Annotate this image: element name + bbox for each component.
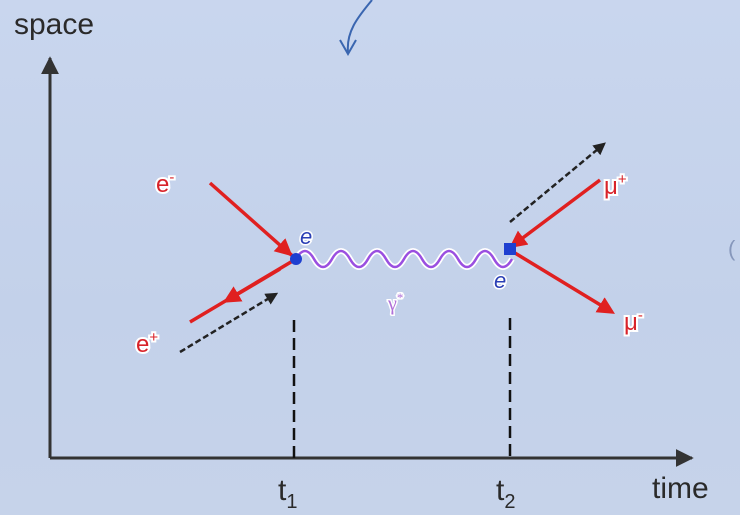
y-axis-label: space [14,8,94,41]
tick-t1: t1 [278,474,297,513]
annotation-arrow [346,0,373,53]
positron-arrow [222,267,281,303]
positron-momentum-arrow [179,292,279,354]
muon-plus-line [509,178,602,249]
electron-line [208,181,293,257]
photon-label: γ* [387,290,403,315]
x-axis-label: time [652,472,709,505]
photon-wavy-line-core [294,249,514,269]
electron-label: e- [156,169,174,198]
vertex1-label: e [300,224,312,249]
muon-plus-momentum-arrow [509,142,606,223]
muon-plus-label: μ+ [604,171,627,200]
cropped-glyph: ( [728,236,736,261]
muon-minus-label: μ- [624,307,643,336]
positron-label: e+ [136,329,158,358]
annotation-arrow-head [339,39,357,57]
tick-t2: t2 [496,474,515,513]
muon-minus-line [509,248,615,314]
vertex2-label: e [494,268,506,293]
vertex-t2 [504,243,516,255]
vertex-t1 [290,253,302,265]
